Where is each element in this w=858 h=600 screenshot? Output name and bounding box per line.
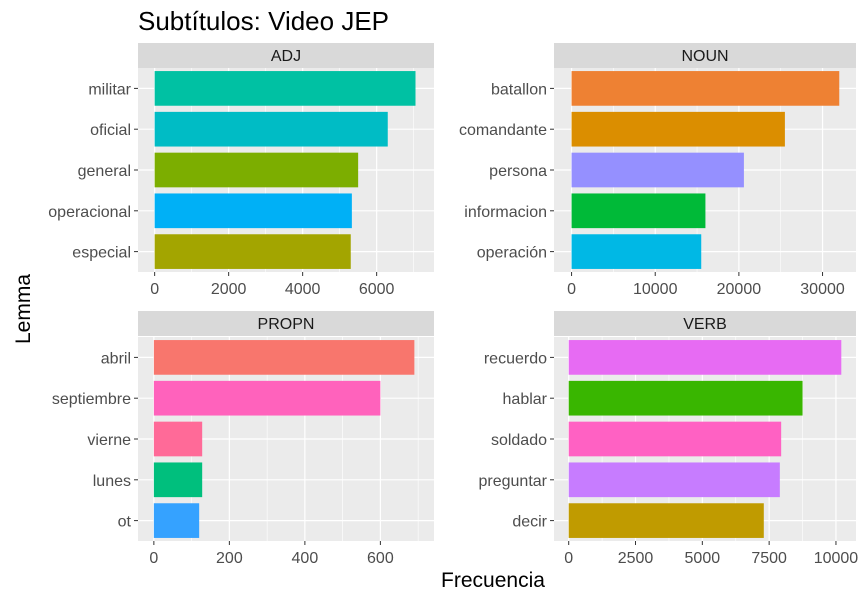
strip-background <box>138 43 434 68</box>
x-tick-label: 200 <box>216 550 243 567</box>
x-tick-label: 0 <box>150 281 159 298</box>
facet-noun: NOUN 0 10000 20000 30000 batallon comandante pe… <box>459 43 856 298</box>
x-tick-label: 7500 <box>751 550 787 567</box>
x-tick-label: 4000 <box>285 281 321 298</box>
bar-abril <box>153 340 415 375</box>
y-tick-label: recuerdo <box>484 350 547 367</box>
y-tick-label: oficial <box>90 122 131 139</box>
y-tick-label: general <box>78 163 131 180</box>
bar-general <box>154 152 359 188</box>
y-tick-label: batallon <box>491 81 547 98</box>
bar-lunes <box>153 462 203 498</box>
bar-decir <box>568 503 764 538</box>
bar-vierne <box>153 421 203 457</box>
x-tick-label: 5000 <box>685 550 721 567</box>
bar-operación <box>571 234 702 269</box>
chart-title: Subtítulos: Video JEP <box>138 6 389 36</box>
bar-operacional <box>154 193 352 229</box>
x-tick-label: 20000 <box>717 281 762 298</box>
x-tick-label: 2000 <box>211 281 247 298</box>
y-tick-label: ot <box>118 514 132 531</box>
bar-recuerdo <box>568 340 842 375</box>
strip-background <box>138 311 434 336</box>
x-tick-label: 0 <box>149 550 158 567</box>
strip-background <box>554 311 856 336</box>
strip-label: VERB <box>683 316 727 333</box>
y-axis-title: Lemma <box>12 274 35 344</box>
y-tick-label: hablar <box>503 391 548 408</box>
x-tick-label: 400 <box>292 550 319 567</box>
bar-militar <box>154 71 416 106</box>
y-tick-label: decir <box>512 514 547 531</box>
bar-informacion <box>571 193 706 229</box>
y-tick-label: operación <box>477 245 547 262</box>
strip-background <box>554 43 856 68</box>
y-tick-label: especial <box>72 245 131 262</box>
bar-oficial <box>154 111 388 147</box>
x-tick-label: 600 <box>367 550 394 567</box>
x-tick-label: 10000 <box>633 281 678 298</box>
facet-adj: ADJ 0 2000 4000 6000 militar oficial general ope… <box>48 43 434 298</box>
bar-hablar <box>568 380 803 416</box>
bar-comandante <box>571 111 785 147</box>
x-tick-label: 0 <box>567 281 576 298</box>
x-axis-title: Frecuencia <box>441 569 545 592</box>
x-tick-label: 6000 <box>359 281 395 298</box>
x-tick-label: 10000 <box>814 550 858 567</box>
y-tick-label: soldado <box>491 432 547 449</box>
y-tick-label: persona <box>489 163 547 180</box>
y-tick-label: vierne <box>87 432 131 449</box>
bar-septiembre <box>153 380 381 416</box>
strip-label: PROPN <box>258 316 315 333</box>
y-tick-label: preguntar <box>479 473 548 490</box>
strip-label: NOUN <box>681 48 728 65</box>
bar-persona <box>571 152 744 188</box>
strip-label: ADJ <box>271 48 301 65</box>
bar-preguntar <box>568 462 780 498</box>
y-tick-label: operacional <box>48 204 131 221</box>
x-tick-label: 30000 <box>800 281 845 298</box>
y-tick-label: septiembre <box>52 391 131 408</box>
y-tick-label: lunes <box>93 473 131 490</box>
y-tick-label: comandante <box>459 122 547 139</box>
bar-ot <box>153 503 200 538</box>
bar-especial <box>154 234 351 269</box>
bar-soldado <box>568 421 782 457</box>
x-tick-label: 2500 <box>618 550 654 567</box>
x-tick-label: 0 <box>564 550 573 567</box>
bar-batallon <box>571 71 840 106</box>
y-tick-label: militar <box>88 81 131 98</box>
facet-verb: VERB 0 2500 5000 7500 10000 recuerdo hablar sold… <box>479 311 858 567</box>
y-tick-label: informacion <box>464 204 547 221</box>
y-tick-label: abril <box>101 350 131 367</box>
facet-propn: PROPN 0 200 400 600 abril septiembre vierne lune… <box>52 311 434 567</box>
